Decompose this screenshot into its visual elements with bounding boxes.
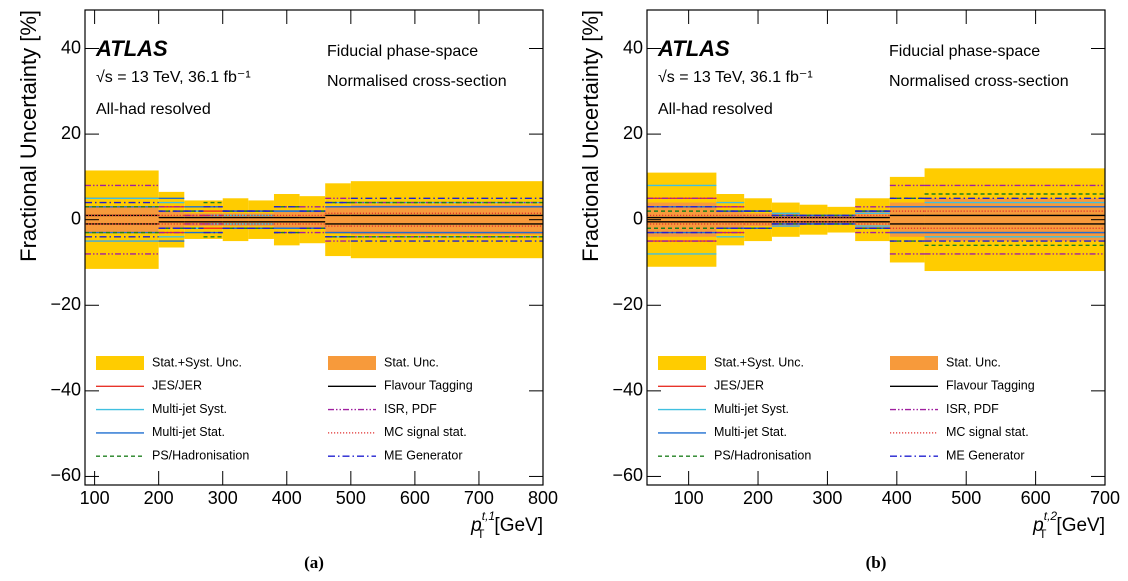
legend-label: Flavour Tagging <box>946 379 1035 393</box>
uncertainty-band <box>184 213 204 227</box>
y-tick-label: 0 <box>633 208 643 228</box>
panel: Stat.+Syst. Unc. Stat. Unc. JES/JER Flavour… <box>16 9 558 572</box>
x-tick-label: 800 <box>528 488 558 508</box>
x-label-symbol: p <box>1032 515 1044 536</box>
y-tick-label: 20 <box>623 123 643 143</box>
x-tick-label: 500 <box>951 488 981 508</box>
y-tick-label: −60 <box>50 465 81 485</box>
x-label-subscript: T <box>1039 527 1047 541</box>
x-label-subscript: T <box>477 527 485 541</box>
uncertainty-band <box>889 202 925 237</box>
channel-label: All-had resolved <box>658 101 773 118</box>
caption: (b) <box>866 553 887 572</box>
legend-label: Multi-jet Syst. <box>152 402 227 416</box>
y-tick-label: 40 <box>61 37 81 57</box>
y-tick-label: −20 <box>612 294 643 314</box>
legend-label: ISR, PDF <box>384 402 437 416</box>
uncertainty-band <box>716 211 745 229</box>
legend-label: MC signal stat. <box>384 425 467 439</box>
legend-label: JES/JER <box>714 379 764 393</box>
x-label-superscript: t,2 <box>1044 509 1058 523</box>
legend-swatch <box>328 356 376 370</box>
x-tick-label: 700 <box>464 488 494 508</box>
uncertainty-band <box>827 215 856 224</box>
observable-label: Normalised cross-section <box>889 73 1069 90</box>
y-tick-label: 40 <box>623 37 643 57</box>
x-label-superscript: t,1 <box>482 509 495 523</box>
phase-space-label: Fiducial phase-space <box>889 43 1040 60</box>
legend-label: PS/Hadronisation <box>152 448 249 462</box>
legend-label: ME Generator <box>946 448 1025 462</box>
legend-label: Stat. Unc. <box>946 355 1001 369</box>
legend-label: Multi-jet Syst. <box>714 402 789 416</box>
x-tick-label: 500 <box>336 488 366 508</box>
uncertainty-band <box>350 204 543 235</box>
legend-label: MC signal stat. <box>946 425 1029 439</box>
x-tick-label: 700 <box>1090 488 1120 508</box>
experiment-label: ATLAS <box>95 36 168 61</box>
y-tick-label: −40 <box>612 380 643 400</box>
y-tick-label: −40 <box>50 380 81 400</box>
legend-label: PS/Hadronisation <box>714 448 811 462</box>
caption: (a) <box>304 553 324 572</box>
uncertainty-band <box>203 213 223 227</box>
legend-swatch <box>658 356 706 370</box>
experiment-label: ATLAS <box>657 36 730 61</box>
uncertainty-band <box>744 213 772 227</box>
legend-label: Flavour Tagging <box>384 379 473 393</box>
x-tick-label: 400 <box>272 488 302 508</box>
y-tick-label: −60 <box>612 465 643 485</box>
x-label-symbol: p <box>470 515 482 536</box>
x-label-unit: [GeV] <box>494 515 543 536</box>
x-tick-label: 600 <box>400 488 430 508</box>
x-tick-label: 200 <box>144 488 174 508</box>
uncertainty-band <box>771 213 800 227</box>
x-axis-label: pt,2 T [GeV] <box>1032 509 1105 541</box>
y-tick-label: 20 <box>61 123 81 143</box>
channel-label: All-had resolved <box>96 101 211 118</box>
y-tick-label: −20 <box>50 294 81 314</box>
x-tick-label: 400 <box>882 488 912 508</box>
panel: Stat.+Syst. Unc. Stat. Unc. JES/JER Flavour… <box>578 9 1120 572</box>
x-tick-label: 200 <box>743 488 773 508</box>
uncertainty-band <box>273 211 300 229</box>
phase-space-label: Fiducial phase-space <box>327 43 478 60</box>
legend-label: Stat. Unc. <box>384 355 439 369</box>
legend-label: Multi-jet Stat. <box>714 425 787 439</box>
energy-label: √s = 13 TeV, 36.1 fb⁻¹ <box>658 69 813 86</box>
uncertainty-band <box>158 211 185 229</box>
y-tick-label: 0 <box>71 208 81 228</box>
x-tick-label: 300 <box>812 488 842 508</box>
energy-label: √s = 13 TeV, 36.1 fb⁻¹ <box>96 69 251 86</box>
legend-label: Stat.+Syst. Unc. <box>152 355 242 369</box>
uncertainty-band <box>248 213 274 227</box>
uncertainty-band <box>855 211 890 229</box>
observable-label: Normalised cross-section <box>327 73 507 90</box>
x-tick-label: 100 <box>674 488 704 508</box>
x-tick-label: 600 <box>1021 488 1051 508</box>
uncertainty-band <box>924 198 1105 242</box>
legend-label: Stat.+Syst. Unc. <box>714 355 804 369</box>
x-tick-label: 100 <box>80 488 110 508</box>
legend-swatch <box>890 356 938 370</box>
y-axis-label: Fractional Uncertainty [%] <box>578 10 603 262</box>
legend-label: Multi-jet Stat. <box>152 425 225 439</box>
x-tick-label: 300 <box>208 488 238 508</box>
legend-label: ME Generator <box>384 448 463 462</box>
uncertainty-band <box>299 211 326 229</box>
uncertainty-band <box>222 213 249 227</box>
plot-frame <box>646 9 1106 486</box>
x-axis-label: pt,1 T [GeV] <box>470 509 543 541</box>
y-axis-label: Fractional Uncertainty [%] <box>16 10 41 262</box>
legend-swatch <box>96 356 144 370</box>
legend-label: JES/JER <box>152 379 202 393</box>
legend-label: ISR, PDF <box>946 402 999 416</box>
uncertainty-band <box>799 215 828 224</box>
plot-frame <box>84 9 544 486</box>
x-label-unit: [GeV] <box>1056 515 1105 536</box>
uncertainty-band <box>325 206 351 233</box>
